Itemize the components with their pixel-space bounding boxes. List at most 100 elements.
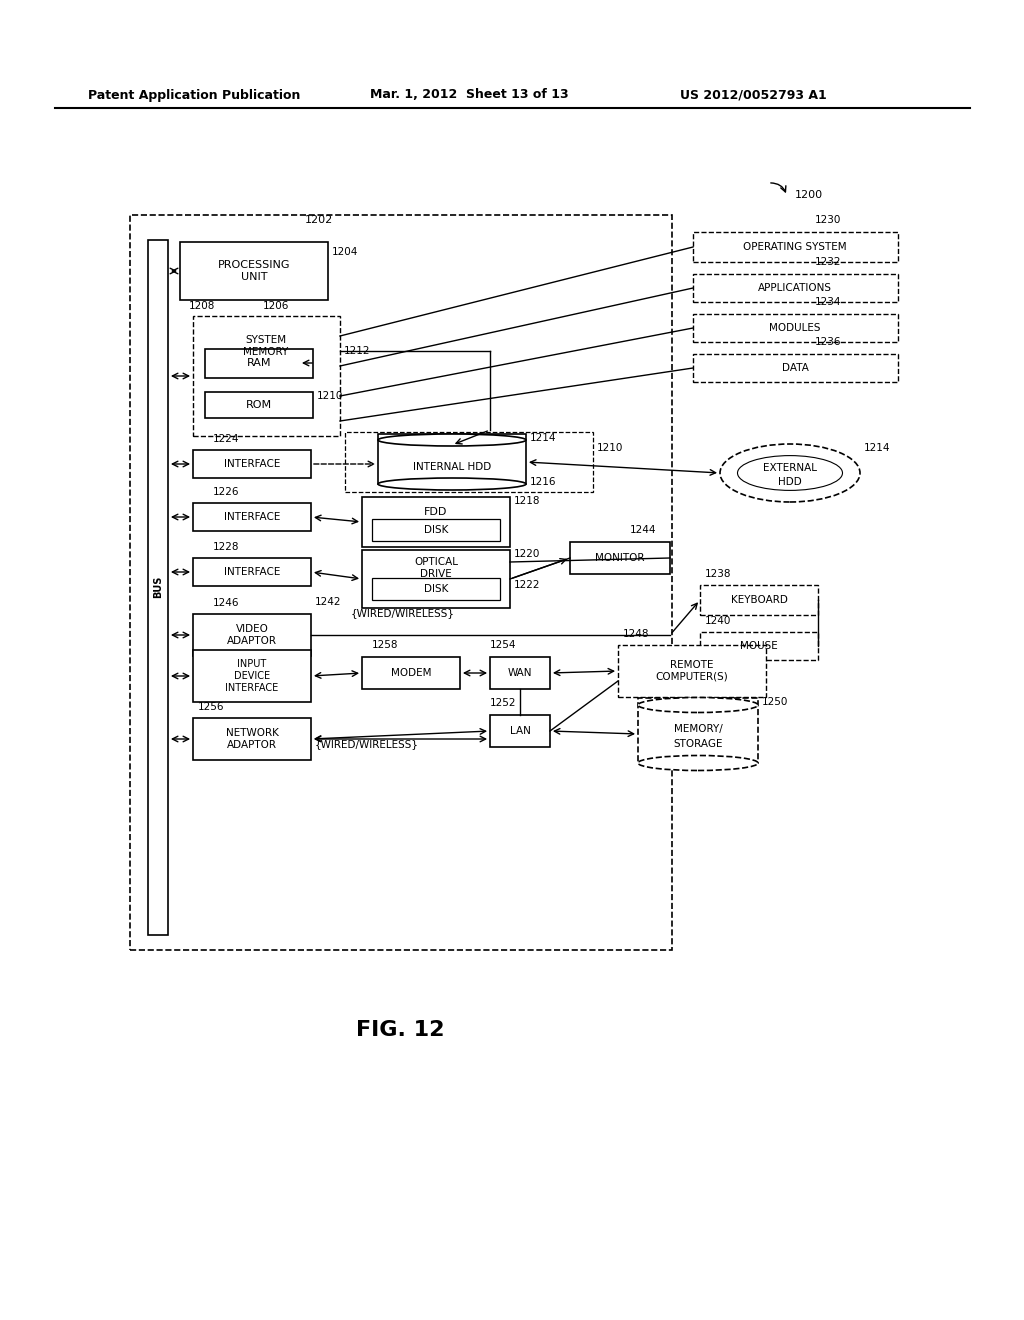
Bar: [193, 315, 340, 436]
Ellipse shape: [737, 455, 843, 491]
Text: MOUSE: MOUSE: [740, 642, 778, 651]
Bar: [638, 698, 758, 763]
Bar: [693, 314, 898, 342]
Bar: [372, 578, 500, 601]
Bar: [490, 657, 550, 689]
Text: 1258: 1258: [372, 640, 398, 649]
Text: 1230: 1230: [815, 215, 842, 224]
Text: 1226: 1226: [213, 487, 240, 498]
Text: 1222: 1222: [514, 579, 541, 590]
Text: 1240: 1240: [705, 616, 731, 626]
Text: 1256: 1256: [198, 702, 224, 711]
Bar: [700, 585, 818, 615]
Bar: [618, 645, 766, 697]
Text: Patent Application Publication: Patent Application Publication: [88, 88, 300, 102]
Text: 1242: 1242: [315, 597, 341, 607]
Text: 1246: 1246: [213, 598, 240, 609]
Bar: [130, 215, 672, 950]
Text: PROCESSING
UNIT: PROCESSING UNIT: [218, 260, 290, 281]
Text: {WIRED/WIRELESS}: {WIRED/WIRELESS}: [315, 739, 419, 748]
Text: INTERFACE: INTERFACE: [224, 512, 281, 521]
Text: 1202: 1202: [305, 215, 333, 224]
Text: 1234: 1234: [815, 297, 842, 308]
Bar: [193, 450, 311, 478]
Bar: [345, 432, 593, 492]
Bar: [693, 275, 898, 302]
Text: 1248: 1248: [623, 630, 649, 639]
Text: OPERATING SYSTEM: OPERATING SYSTEM: [743, 242, 847, 252]
Text: MEMORY/: MEMORY/: [674, 723, 722, 734]
Text: 1254: 1254: [490, 640, 516, 649]
Bar: [193, 649, 311, 702]
Text: {WIRED/WIRELESS}: {WIRED/WIRELESS}: [351, 609, 455, 618]
Bar: [205, 348, 313, 378]
Bar: [362, 657, 460, 689]
Text: 1228: 1228: [213, 543, 240, 552]
Text: DATA: DATA: [781, 363, 808, 374]
Text: 1232: 1232: [815, 257, 842, 267]
Text: MONITOR: MONITOR: [595, 553, 645, 564]
Text: SYSTEM
MEMORY: SYSTEM MEMORY: [244, 335, 289, 356]
Text: KEYBOARD: KEYBOARD: [730, 595, 787, 605]
Ellipse shape: [638, 697, 758, 713]
Text: HDD: HDD: [778, 477, 802, 487]
Text: 1250: 1250: [762, 697, 788, 708]
Ellipse shape: [720, 444, 860, 502]
Bar: [362, 550, 510, 609]
Bar: [693, 232, 898, 261]
Bar: [180, 242, 328, 300]
Text: 1212: 1212: [344, 346, 371, 356]
Text: 1236: 1236: [815, 337, 842, 347]
Text: MODULES: MODULES: [769, 323, 821, 333]
Text: FDD: FDD: [424, 507, 447, 517]
Bar: [205, 392, 313, 418]
Text: MODEM: MODEM: [391, 668, 431, 678]
Text: US 2012/0052793 A1: US 2012/0052793 A1: [680, 88, 826, 102]
Text: INTERFACE: INTERFACE: [224, 459, 281, 469]
Text: BUS: BUS: [153, 576, 163, 598]
Text: NETWORK
ADAPTOR: NETWORK ADAPTOR: [225, 729, 279, 750]
Text: APPLICATIONS: APPLICATIONS: [758, 282, 831, 293]
Text: 1200: 1200: [795, 190, 823, 201]
Text: RAM: RAM: [247, 358, 271, 368]
Text: 1218: 1218: [514, 496, 541, 506]
Text: 1214: 1214: [530, 433, 556, 444]
Text: 1238: 1238: [705, 569, 731, 579]
Bar: [193, 503, 311, 531]
Bar: [193, 558, 311, 586]
Bar: [372, 519, 500, 541]
Text: 1206: 1206: [263, 301, 290, 312]
Text: STORAGE: STORAGE: [673, 739, 723, 748]
Text: REMOTE
COMPUTER(S): REMOTE COMPUTER(S): [655, 660, 728, 682]
Text: DISK: DISK: [424, 525, 449, 535]
Text: 1204: 1204: [332, 247, 358, 257]
Text: 1216: 1216: [530, 477, 556, 487]
Text: 1210: 1210: [597, 444, 624, 453]
Bar: [700, 632, 818, 660]
Text: 1214: 1214: [864, 444, 891, 453]
Text: INTERNAL HDD: INTERNAL HDD: [413, 462, 492, 473]
Text: INPUT
DEVICE
INTERFACE: INPUT DEVICE INTERFACE: [225, 660, 279, 693]
Ellipse shape: [378, 434, 526, 446]
Ellipse shape: [378, 478, 526, 490]
Text: 1252: 1252: [490, 698, 516, 708]
Text: INTERFACE: INTERFACE: [224, 568, 281, 577]
Text: OPTICAL
DRIVE: OPTICAL DRIVE: [414, 557, 458, 578]
Text: 1244: 1244: [630, 525, 656, 535]
Text: Mar. 1, 2012  Sheet 13 of 13: Mar. 1, 2012 Sheet 13 of 13: [370, 88, 568, 102]
Text: FIG. 12: FIG. 12: [355, 1020, 444, 1040]
Bar: [362, 498, 510, 546]
Bar: [378, 434, 526, 484]
Bar: [570, 543, 670, 574]
Bar: [148, 240, 168, 935]
Text: 1224: 1224: [213, 434, 240, 444]
Text: VIDEO
ADAPTOR: VIDEO ADAPTOR: [227, 624, 278, 645]
Text: WAN: WAN: [508, 668, 532, 678]
Bar: [193, 718, 311, 760]
Bar: [693, 354, 898, 381]
Text: 1208: 1208: [189, 301, 215, 312]
Text: EXTERNAL: EXTERNAL: [763, 463, 817, 473]
Text: DISK: DISK: [424, 583, 449, 594]
Text: ROM: ROM: [246, 400, 272, 411]
Text: 1220: 1220: [514, 549, 541, 558]
